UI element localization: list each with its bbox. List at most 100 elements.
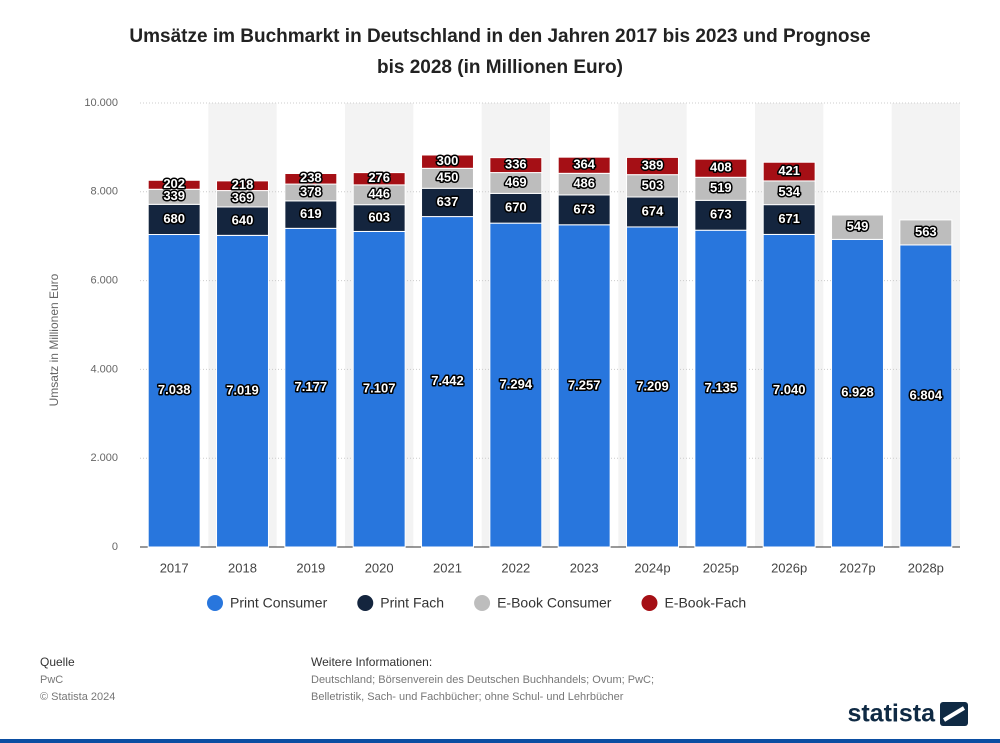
- data-label: 7.257: [568, 377, 601, 392]
- bar-segment: [762, 204, 816, 235]
- data-label: 619: [300, 206, 322, 221]
- data-label: 503: [642, 177, 664, 192]
- y-tick-label: 2.000: [90, 452, 118, 464]
- x-tick-label: 2017: [160, 560, 189, 575]
- data-label: 408: [710, 160, 732, 175]
- chart-subtitle: bis 2028 (in Millionen Euro): [377, 57, 623, 78]
- data-label: 640: [232, 213, 254, 228]
- legend-marker: [474, 595, 491, 611]
- bar-segment: [557, 156, 611, 174]
- x-tick-label: 2023: [570, 560, 599, 575]
- bar-segment: [694, 199, 748, 231]
- y-tick-label: 10.000: [84, 97, 118, 109]
- x-tick-label: 2026p: [771, 560, 807, 575]
- bar-segment: [831, 214, 884, 240]
- bar-segment: [557, 194, 611, 226]
- y-tick-label: 6.000: [90, 275, 118, 287]
- data-label: 637: [437, 194, 459, 209]
- legend-label: E-Book-Fach: [664, 595, 746, 611]
- data-label: 7.019: [226, 383, 259, 398]
- data-label: 369: [232, 190, 254, 205]
- bar-segment: [762, 161, 816, 182]
- data-label: 336: [505, 157, 527, 172]
- bar-segment: [831, 238, 884, 548]
- bar-segment: [284, 173, 338, 185]
- bar-segment: [421, 216, 474, 548]
- bar-segment: [694, 158, 748, 178]
- bar-segment: [216, 180, 269, 192]
- source-heading: Quelle: [40, 655, 75, 669]
- y-axis-label: Umsatz in Millionen Euro: [47, 273, 61, 406]
- data-label: 7.040: [773, 382, 806, 397]
- legend-marker: [641, 595, 658, 611]
- data-label: 673: [710, 207, 732, 222]
- data-label: 603: [368, 210, 390, 225]
- data-label: 680: [163, 211, 185, 226]
- logo: statista: [847, 700, 936, 728]
- bar-segment: [626, 196, 679, 228]
- data-label: 671: [778, 211, 800, 226]
- x-tick-label: 2021: [433, 560, 462, 575]
- data-label: 670: [505, 200, 527, 215]
- bar-segment: [216, 234, 269, 548]
- x-tick-label: 2018: [228, 560, 257, 575]
- data-label: 389: [642, 157, 664, 172]
- data-label: 7.209: [636, 378, 669, 393]
- data-label: 563: [915, 224, 937, 239]
- data-label: 218: [232, 177, 254, 192]
- bar-segment: [557, 224, 611, 548]
- x-tick-label: 2019: [296, 560, 325, 575]
- bar-segment: [352, 204, 406, 232]
- source: PwC: [40, 674, 63, 686]
- data-label: 450: [437, 170, 459, 185]
- logo-icon: [940, 702, 968, 726]
- legend-label: E-Book Consumer: [497, 595, 612, 611]
- data-label: 238: [300, 170, 322, 185]
- x-tick-label: 2020: [365, 560, 394, 575]
- data-label: 486: [573, 176, 595, 191]
- bar-segment: [626, 156, 679, 176]
- bottom-strip: [0, 739, 1000, 743]
- bar-segment: [626, 226, 679, 548]
- data-label: 673: [573, 201, 595, 216]
- data-label: 6.928: [841, 385, 874, 400]
- data-label: 534: [778, 184, 800, 199]
- data-label: 364: [573, 157, 595, 172]
- bar-segment: [899, 244, 953, 548]
- data-label: 446: [368, 186, 390, 201]
- data-label: 674: [642, 203, 664, 218]
- bar-segment: [762, 233, 816, 548]
- x-tick-label: 2025p: [703, 560, 739, 575]
- y-tick-label: 4.000: [90, 363, 118, 375]
- legend-label: Print Consumer: [230, 595, 328, 611]
- bar-segment: [352, 172, 406, 186]
- data-label: 300: [437, 153, 459, 168]
- bar-segment: [489, 157, 543, 174]
- data-label: 549: [847, 219, 869, 234]
- data-label: 339: [163, 188, 185, 203]
- data-label: 7.038: [158, 382, 191, 397]
- data-label: 7.107: [363, 381, 396, 396]
- data-label: 276: [368, 170, 390, 185]
- bar-segment: [284, 200, 338, 229]
- bar-segment: [489, 222, 543, 548]
- legend-marker: [207, 595, 223, 611]
- bar-segment: [284, 227, 338, 548]
- bar-segment: [421, 154, 474, 169]
- bar-segment: [899, 219, 953, 246]
- info-line: Deutschland; Börsenverein des Deutschen …: [311, 674, 654, 686]
- data-label: 7.135: [705, 380, 738, 395]
- data-label: 469: [505, 174, 527, 189]
- data-label: 6.804: [910, 387, 943, 402]
- info-heading: Weitere Informationen:: [311, 655, 432, 669]
- bar-segment: [216, 206, 269, 236]
- bar-segment: [147, 179, 201, 190]
- data-label: 421: [778, 163, 800, 178]
- data-label: 7.177: [295, 379, 328, 394]
- data-label: 7.294: [500, 377, 533, 392]
- x-tick-label: 2024p: [634, 560, 670, 575]
- info-line: Belletristik, Sach- und Fachbücher; ohne…: [311, 691, 624, 703]
- y-tick-label: 0: [112, 541, 118, 553]
- x-tick-label: 2022: [501, 560, 530, 575]
- chart-title: Umsätze im Buchmarkt in Deutschland in d…: [129, 26, 870, 47]
